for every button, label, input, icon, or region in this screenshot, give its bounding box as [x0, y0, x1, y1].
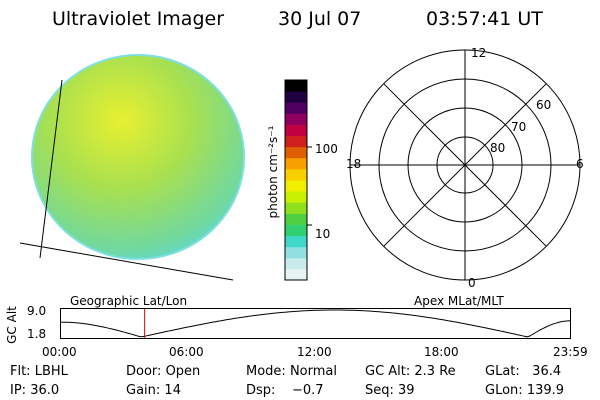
colorbar-cell: [285, 91, 307, 103]
orbit-ylabel: GC Alt: [4, 306, 19, 344]
date-label: 30 Jul 07: [278, 8, 362, 30]
colorbar-cell: [285, 168, 307, 181]
colorbar-cell: [285, 135, 307, 148]
door-status: Door: Open: [126, 364, 201, 379]
latitude-line: [19, 242, 234, 281]
mlt-label-12: 12: [471, 46, 487, 60]
ip-status: IP: 36.0: [10, 383, 60, 398]
flt-status: Flt: LBHL: [10, 364, 68, 379]
colorbar-cell: [285, 202, 307, 214]
lat-label-80: 80: [490, 141, 506, 155]
mlt-label-0: 0: [468, 276, 476, 290]
colorbar-tick-10: 10: [315, 227, 331, 241]
colorbar-cell: [285, 124, 307, 137]
gcalt-status: GC Alt: 2.3 Re: [365, 364, 456, 379]
colorbar-unit-label: photon cm⁻²s⁻¹: [266, 125, 280, 219]
colorbar-cell: [285, 180, 307, 192]
colorbar-cell: [285, 235, 307, 248]
orbit-ytick-1.8: 1.8: [27, 327, 47, 341]
time-label: 03:57:41 UT: [426, 8, 543, 30]
polar-plot: [349, 49, 581, 281]
geographic-label: Geographic Lat/Lon: [70, 294, 188, 308]
glon-status: GLon: 139.9: [485, 383, 565, 398]
mlt-label-6: 6: [576, 157, 584, 171]
colorbar-cell: [285, 224, 307, 237]
gain-status: Gain: 14: [126, 383, 181, 398]
orbit-xtick-2359: 23:59: [553, 345, 588, 359]
orbit-xtick-0000: 00:00: [42, 345, 77, 359]
colorbar-cell: [285, 268, 307, 281]
lat-label-70: 70: [511, 120, 527, 134]
colorbar-cell: [285, 246, 307, 259]
orbit-xtick-1800: 18:00: [424, 345, 459, 359]
instrument-title: Ultraviolet Imager: [52, 8, 225, 30]
glat-status: GLat: 36.4: [485, 364, 562, 379]
colorbar-cell: [285, 146, 307, 159]
orbit-xtick-1200: 12:00: [297, 345, 332, 359]
mode-status: Mode: Normal: [246, 364, 337, 379]
colorbar-tick-100: 100: [315, 142, 338, 156]
orbit-ytick-9: 9.0: [27, 304, 47, 318]
colorbar: [284, 79, 312, 281]
lat-label-60: 60: [536, 98, 552, 112]
colorbar-cell: [285, 257, 307, 270]
dsp-status: Dsp: −0.7: [246, 383, 324, 398]
seq-status: Seq: 39: [365, 383, 415, 398]
mlt-label-18: 18: [346, 157, 362, 171]
orbit-plot: [60, 308, 571, 339]
earth-disk: [31, 54, 245, 260]
orbit-xtick-0600: 06:00: [169, 345, 204, 359]
colorbar-cell: [285, 213, 307, 225]
colorbar-cell: [285, 102, 307, 114]
apex-label: Apex MLat/MLT: [414, 294, 504, 308]
colorbar-cell: [285, 157, 307, 170]
colorbar-cell: [285, 113, 307, 125]
longitude-line: [39, 79, 63, 259]
colorbar-cell: [285, 80, 307, 92]
colorbar-cell: [285, 191, 307, 203]
